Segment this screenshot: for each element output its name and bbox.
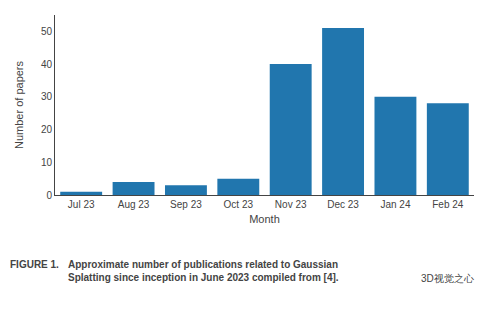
svg-text:Month: Month <box>249 213 280 225</box>
svg-text:50: 50 <box>41 26 53 37</box>
svg-text:Approximate number of publicat: Approximate number of publications relat… <box>68 259 339 283</box>
svg-text:20: 20 <box>41 124 53 135</box>
svg-text:Nov 23: Nov 23 <box>275 199 307 210</box>
svg-text:FIGURE 1.: FIGURE 1. <box>10 259 59 270</box>
svg-text:Number of papers: Number of papers <box>13 60 25 149</box>
svg-text:0: 0 <box>46 190 52 201</box>
svg-text:Jul 23: Jul 23 <box>68 199 95 210</box>
svg-text:Oct 23: Oct 23 <box>224 199 254 210</box>
svg-text:3D视觉之心: 3D视觉之心 <box>421 273 474 284</box>
svg-text:Aug 23: Aug 23 <box>118 199 150 210</box>
svg-text:Feb 24: Feb 24 <box>432 199 464 210</box>
svg-text:Sep 23: Sep 23 <box>170 199 202 210</box>
svg-text:Dec 23: Dec 23 <box>327 199 359 210</box>
svg-text:10: 10 <box>41 157 53 168</box>
svg-text:30: 30 <box>41 91 53 102</box>
svg-text:40: 40 <box>41 59 53 70</box>
svg-text:Jan 24: Jan 24 <box>380 199 410 210</box>
